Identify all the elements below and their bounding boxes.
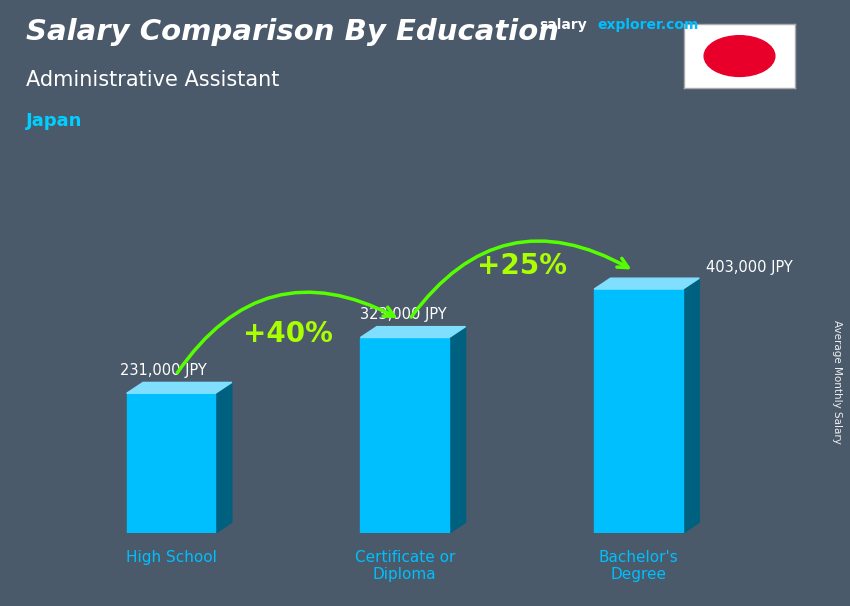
Text: Average Monthly Salary: Average Monthly Salary: [832, 320, 842, 444]
Bar: [360, 338, 449, 533]
Polygon shape: [449, 327, 466, 533]
Text: +25%: +25%: [477, 252, 567, 280]
Text: salary: salary: [540, 18, 587, 32]
Text: Administrative Assistant: Administrative Assistant: [26, 70, 279, 90]
Bar: [127, 393, 216, 533]
Polygon shape: [594, 278, 700, 289]
Polygon shape: [127, 382, 232, 393]
Polygon shape: [683, 278, 700, 533]
Text: 231,000 JPY: 231,000 JPY: [120, 362, 207, 378]
Polygon shape: [215, 382, 232, 533]
Text: explorer.com: explorer.com: [598, 18, 699, 32]
Text: +40%: +40%: [243, 320, 333, 348]
Text: Japan: Japan: [26, 112, 82, 130]
Text: Salary Comparison By Education: Salary Comparison By Education: [26, 18, 558, 46]
Circle shape: [704, 36, 775, 76]
Polygon shape: [360, 327, 466, 338]
Text: 403,000 JPY: 403,000 JPY: [706, 260, 793, 275]
Text: 323,000 JPY: 323,000 JPY: [360, 307, 447, 322]
Bar: [594, 289, 683, 533]
